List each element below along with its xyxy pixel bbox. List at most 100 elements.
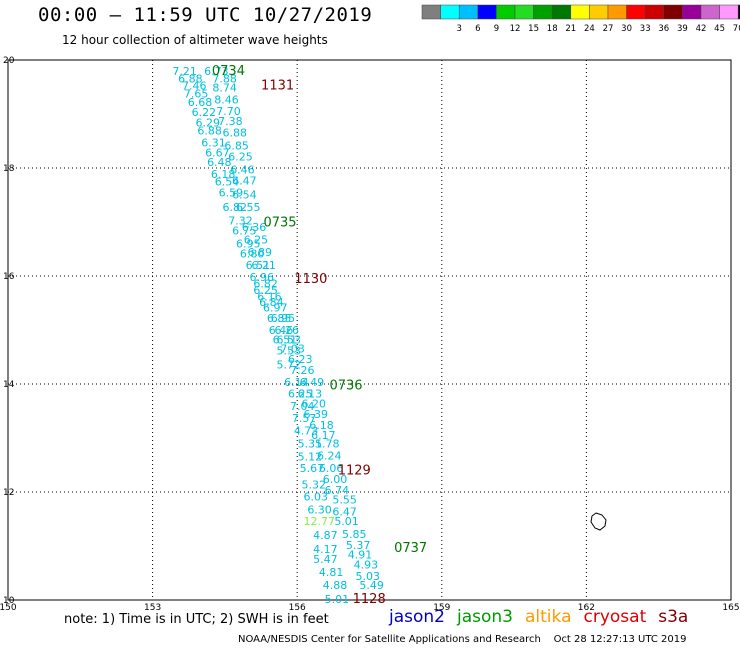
note-text: note: 1) Time is in UTC; 2) SWH is in fe… [64, 612, 329, 627]
colorbar-swatch [589, 4, 609, 20]
colorbar-label: 21 [565, 24, 576, 34]
colorbar-label: 45 [714, 24, 725, 34]
wave-height-value: 4.17 [313, 543, 338, 556]
wave-height-value: 6.18 [309, 419, 334, 432]
wave-height-value: 6.82 [222, 201, 247, 214]
wave-height-value: 6.88 [178, 72, 203, 85]
wave-height-value: 6.53 [276, 334, 301, 347]
colorbar-swatch [514, 4, 534, 20]
lon-tick-label: 162 [578, 603, 595, 613]
wave-height-value: 6.89 [248, 246, 273, 259]
wave-height-value: 6.51 [246, 259, 271, 272]
page-subtitle: 12 hour collection of altimeter wave hei… [62, 33, 328, 47]
pass-time-label: 0735 [263, 216, 296, 231]
wave-height-value: 6.21 [251, 259, 276, 272]
colorbar-label: 9 [494, 24, 499, 34]
wave-height-value: 6.22 [192, 106, 217, 119]
wave-height-value: 5.49 [359, 579, 384, 592]
colorbar-label: 6 [475, 24, 480, 34]
wave-height-value: 7.65 [184, 87, 209, 100]
wave-height-value: 5.03 [356, 570, 381, 583]
colorbar-swatch [551, 4, 572, 20]
pass-time-label: 1128 [353, 592, 386, 607]
pass-time-label: 1129 [338, 463, 371, 478]
colorbar-swatch [626, 4, 646, 20]
lon-tick-label: 150 [0, 603, 17, 613]
wave-height-value: 5.55 [332, 494, 357, 507]
colorbar-label: 70 [733, 24, 740, 34]
colorbar-label: 15 [528, 24, 539, 34]
lon-tick-label: 156 [289, 603, 306, 613]
satellite-legend-item: s3a [658, 607, 689, 627]
wave-height-value: 7.38 [218, 115, 243, 128]
wave-height-value: 6.25 [288, 388, 313, 401]
pass-time-label: 0737 [394, 541, 427, 556]
colorbar-label: 30 [621, 24, 632, 34]
wave-height-value: 5.67 [300, 462, 325, 475]
wave-height-value: 4.93 [354, 558, 379, 571]
observations: 7.21 6.736.88 7.887.46 8.747.656.68 8.466.22… [172, 65, 384, 606]
wave-height-value: 6.59 [219, 186, 244, 199]
colorbar-label: 39 [677, 24, 688, 34]
wave-height-value: 5.47 [313, 553, 338, 566]
wave-height-value: 6.51 [273, 334, 298, 347]
wave-height-value: 4.81 [319, 566, 344, 579]
colorbar-swatch [440, 4, 460, 20]
wave-height-value: 6.25 [244, 233, 269, 246]
wave-height-value: 6.88 [197, 125, 222, 138]
time-labels: 0734 1131 0735 1130 0736 1129 0737 1128 [212, 64, 427, 607]
wave-height-value: 6.24 [317, 449, 342, 462]
colorbar-swatch [533, 4, 553, 20]
color-scale-bar: 36912151821242730333639424570(ft) [421, 4, 740, 34]
wave-height-value: 6.75 [232, 225, 257, 238]
colorbar-label: 42 [696, 24, 707, 34]
island-outline [590, 512, 607, 531]
page-title: 00:00 – 11:59 UTC 10/27/2019 [38, 4, 373, 26]
wave-height-value: 6.82 [253, 278, 278, 291]
wave-height-value: 5.31 [298, 437, 323, 450]
colorbar-swatch [644, 4, 665, 20]
colorbar-swatch [719, 4, 739, 20]
wave-height-value: 6.55 [236, 201, 261, 214]
pass-time-label: 0734 [212, 64, 245, 79]
wave-height-value: 6.96 [249, 271, 274, 284]
wave-height-value: 7.21 [172, 65, 197, 78]
wave-height-value: 6.85 [224, 139, 249, 152]
colorbar-swatch [700, 4, 720, 20]
wave-height-value: 5.85 [342, 528, 367, 541]
satellite-legend-item: altika [525, 607, 572, 627]
wave-height-value: 6.16 [257, 291, 282, 304]
lat-tick-label: 16 [3, 272, 15, 282]
wave-height-value: 4.73 [294, 424, 319, 437]
wave-height-value: 6.88 [222, 126, 247, 139]
wave-height-value: 6.26 [275, 324, 300, 337]
lat-tick-label: 20 [3, 56, 15, 66]
lat-tick-label: 14 [3, 380, 15, 390]
wave-height-value: 6.46 [269, 324, 294, 337]
wave-height-value: 6.36 [242, 221, 267, 234]
wave-height-value: 6.84 [259, 296, 284, 309]
wave-height-value: 6.73 [204, 65, 229, 78]
wave-height-value: 6.03 [303, 490, 328, 503]
colorbar-swatch [682, 4, 702, 20]
colorbar-label: 12 [510, 24, 521, 34]
lat-tick-label: 10 [3, 596, 15, 606]
pass-time-label: 1130 [294, 272, 327, 287]
colorbar-swatch [421, 4, 441, 20]
wave-height-value: 7.03 [280, 342, 305, 355]
wave-height-value: 6.29 [195, 117, 220, 130]
wave-height-value: 6.49 [300, 376, 325, 389]
lon-tick-label: 165 [722, 603, 739, 613]
wave-height-value: 5.72 [276, 359, 301, 372]
wave-height-value: 7.04 [290, 400, 315, 413]
wave-height-value: 6.25 [228, 151, 253, 164]
colorbar-swatch [737, 4, 740, 20]
wave-height-value: 6.23 [288, 353, 313, 366]
wave-height-value: 4.87 [313, 529, 338, 542]
satellite-legend-item: jason3 [457, 607, 513, 627]
wave-height-value: 8.74 [212, 82, 237, 95]
wave-height-value: 6.31 [201, 137, 226, 150]
colorbar-swatch [607, 4, 627, 20]
wave-height-value: 12.77 [303, 515, 335, 528]
